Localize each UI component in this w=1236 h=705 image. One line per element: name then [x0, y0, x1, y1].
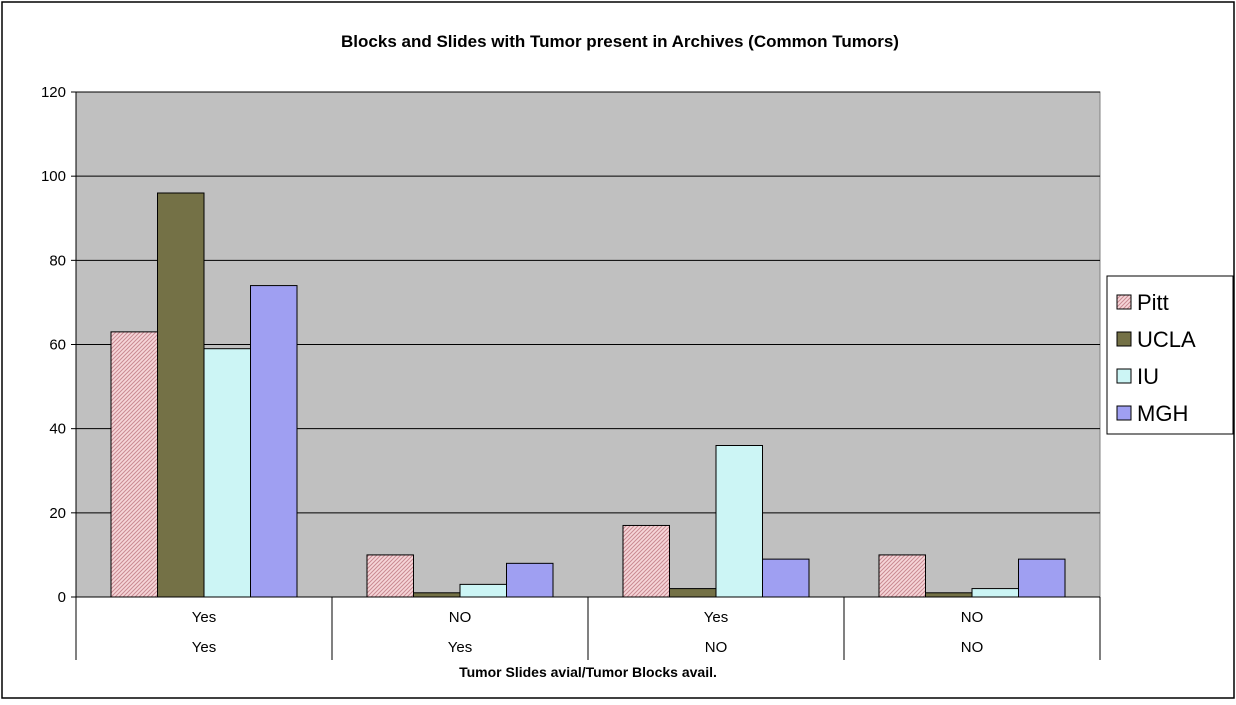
bar-mgh-1 [506, 562, 554, 598]
legend-label-mgh: MGH [1137, 401, 1188, 426]
x-axis-table: Yes Yes NO Yes Yes NO NO NO [75, 596, 1101, 660]
category-label-row2: NO [961, 639, 984, 656]
legend-swatch-pitt [1116, 294, 1132, 310]
category-label-row1: NO [961, 609, 984, 626]
category-label-row1: Yes [192, 609, 216, 626]
category-label-row2: Yes [448, 639, 472, 656]
bars [110, 192, 1066, 598]
bar-pitt-1 [366, 554, 414, 598]
legend-label-ucla: UCLA [1137, 327, 1196, 352]
category-label-row1: Yes [704, 609, 728, 626]
bar-ucla-0 [157, 192, 205, 598]
y-tick-label: 0 [58, 589, 66, 606]
y-axis-ticks: 0 20 40 60 80 100 120 [41, 84, 77, 606]
bar-mgh-0 [250, 285, 298, 598]
bar-ucla-1 [413, 592, 461, 598]
legend-swatch-mgh [1116, 405, 1132, 421]
legend-swatch-iu [1116, 368, 1132, 384]
bar-iu-3 [971, 588, 1019, 598]
category-label-row1: NO [449, 609, 472, 626]
y-tick-label: 120 [41, 84, 66, 101]
y-tick-label: 40 [49, 421, 66, 438]
bar-ucla-2 [669, 588, 717, 598]
legend-label-iu: IU [1137, 364, 1159, 389]
legend-label-pitt: Pitt [1137, 290, 1169, 315]
bar-pitt-0 [110, 331, 158, 598]
bar-mgh-3 [1018, 558, 1066, 598]
x-axis-label: Tumor Slides avial/Tumor Blocks avail. [459, 664, 717, 680]
category-label-row2: Yes [192, 639, 216, 656]
bar-iu-2 [715, 445, 763, 598]
bar-iu-0 [203, 348, 251, 598]
y-tick-label: 60 [49, 337, 66, 354]
category-label-row2: NO [705, 639, 728, 656]
bar-iu-1 [459, 583, 507, 598]
y-tick-label: 80 [49, 252, 66, 269]
bar-pitt-3 [878, 554, 926, 598]
y-tick-label: 20 [49, 505, 66, 522]
chart-title: Blocks and Slides with Tumor present in … [341, 32, 899, 51]
legend-swatch-ucla [1116, 331, 1132, 347]
y-tick-label: 100 [41, 168, 66, 185]
bar-mgh-2 [762, 558, 810, 598]
bar-ucla-3 [925, 592, 973, 598]
bar-pitt-2 [622, 524, 670, 598]
legend: Pitt UCLA IU MGH [1106, 275, 1234, 435]
